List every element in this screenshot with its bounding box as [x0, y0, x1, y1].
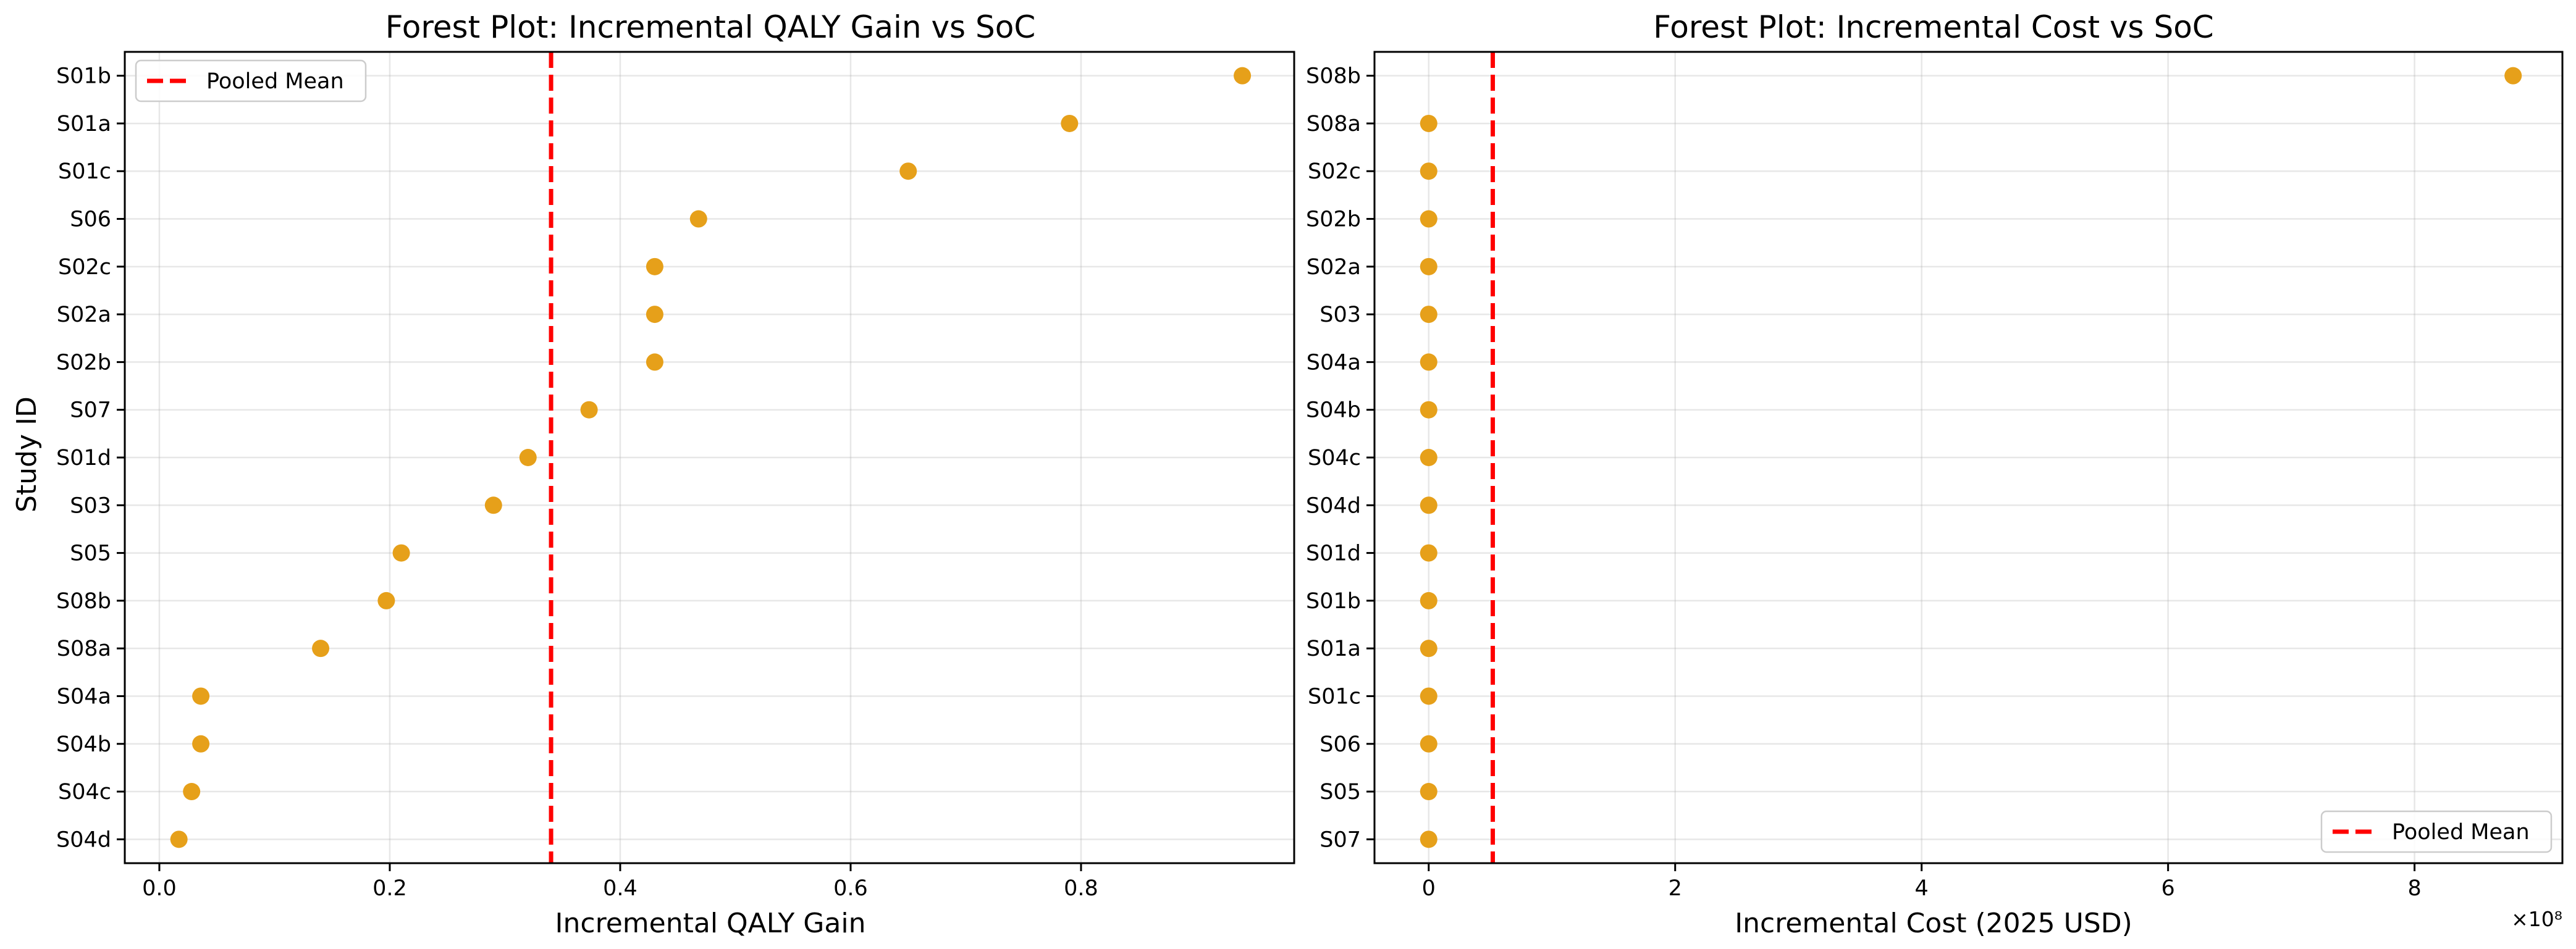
cost-y-tick-label: S04b — [1306, 398, 1361, 423]
qaly-legend-label: Pooled Mean — [206, 69, 344, 94]
cost-y-tick-label: S01d — [1306, 541, 1361, 566]
cost-x-tick-label: 0 — [1422, 876, 1436, 901]
qaly-y-tick-label: S08a — [57, 637, 111, 661]
cost-data-point — [1420, 640, 1437, 658]
cost-data-point — [1420, 592, 1437, 609]
qaly-y-tick-label: S02b — [56, 350, 111, 375]
cost-forest-panel: Forest Plot: Incremental Cost vs SoC Inc… — [1306, 9, 2564, 939]
cost-axes-frame — [1373, 51, 2564, 864]
qaly-data-point — [484, 496, 502, 514]
qaly-data-point — [377, 592, 395, 609]
qaly-y-tick-label: S06 — [70, 207, 111, 232]
cost-x-tick-label: 4 — [1915, 876, 1929, 901]
cost-x-axis-label: Incremental Cost (2025 USD) — [1735, 908, 2132, 939]
cost-data-point — [1420, 449, 1437, 466]
cost-y-tick-label: S08b — [1306, 64, 1361, 89]
cost-offset-text: ×10⁸ — [2511, 907, 2562, 931]
qaly-axes-frame — [124, 51, 1295, 864]
qaly-data-point — [646, 257, 663, 275]
cost-legend: Pooled Mean — [2320, 810, 2553, 853]
qaly-data-point — [899, 162, 917, 180]
qaly-data-point — [646, 306, 663, 324]
qaly-data-point — [192, 687, 210, 705]
qaly-data-point — [312, 640, 330, 658]
qaly-y-tick-label: S04b — [56, 732, 111, 757]
cost-y-tick-label: S02b — [1306, 207, 1361, 232]
qaly-y-tick-label: S01c — [58, 159, 111, 184]
cost-data-point — [1420, 162, 1437, 180]
cost-y-tick-label: S04c — [1308, 446, 1361, 470]
qaly-grid — [125, 52, 1294, 863]
cost-data-point — [1420, 830, 1437, 848]
cost-data-point — [1420, 306, 1437, 324]
cost-data-point — [2504, 67, 2522, 85]
qaly-x-axis-label: Incremental QALY Gain — [555, 908, 866, 939]
qaly-x-tick-label: 0.0 — [142, 876, 177, 901]
cost-data-point — [1420, 544, 1437, 562]
cost-data-point — [1420, 496, 1437, 514]
cost-data-point — [1420, 353, 1437, 371]
qaly-y-axis-label: Study ID — [11, 396, 43, 512]
qaly-y-tick-label: S07 — [70, 398, 111, 423]
qaly-y-tick-label: S04d — [56, 827, 111, 852]
qaly-legend: Pooled Mean — [135, 59, 367, 102]
cost-data-point — [1420, 257, 1437, 275]
qaly-y-tick-label: S02c — [58, 255, 111, 280]
cost-y-tick-label: S04d — [1306, 493, 1361, 518]
qaly-data-point — [392, 544, 410, 562]
cost-legend-label: Pooled Mean — [2392, 820, 2530, 845]
qaly-data-point — [1061, 114, 1079, 132]
qaly-data-point — [646, 353, 663, 371]
cost-data-point — [1420, 783, 1437, 801]
qaly-data-point — [1234, 67, 1252, 85]
cost-y-tick-label: S02c — [1308, 159, 1361, 184]
cost-x-tick-label: 6 — [2161, 876, 2175, 901]
cost-y-tick-label: S06 — [1320, 732, 1361, 757]
qaly-data-points — [170, 67, 1252, 848]
cost-y-tick-label: S07 — [1320, 827, 1361, 852]
qaly-data-point — [519, 449, 537, 466]
qaly-data-point — [580, 401, 598, 419]
cost-y-tick-label: S01c — [1308, 684, 1361, 709]
cost-y-tick-label: S03 — [1320, 303, 1361, 327]
cost-y-tick-label: S01a — [1307, 637, 1361, 661]
cost-data-point — [1420, 401, 1437, 419]
cost-data-point — [1420, 210, 1437, 228]
cost-y-tick-label: S02a — [1307, 255, 1361, 280]
qaly-data-point — [689, 210, 707, 228]
qaly-x-tick-label: 0.8 — [1064, 876, 1098, 901]
cost-data-point — [1420, 687, 1437, 705]
qaly-chart-title: Forest Plot: Incremental QALY Gain vs So… — [385, 9, 1036, 45]
qaly-legend-box — [135, 59, 367, 102]
qaly-x-tick-label: 0.4 — [603, 876, 638, 901]
cost-y-tick-label: S05 — [1320, 780, 1361, 805]
qaly-y-tick-label: S04c — [58, 780, 111, 805]
qaly-y-tick-label: S08b — [56, 589, 111, 614]
qaly-y-tick-label: S01a — [57, 112, 111, 136]
qaly-y-tick-label: S01b — [56, 64, 111, 89]
cost-y-tick-label: S04a — [1307, 350, 1361, 375]
qaly-x-tick-label: 0.6 — [833, 876, 868, 901]
cost-data-points — [1420, 67, 2522, 848]
qaly-y-tick-label: S01d — [56, 446, 111, 470]
qaly-y-tick-label: S04a — [57, 684, 111, 709]
cost-y-tick-label: S01b — [1306, 589, 1361, 614]
qaly-data-point — [170, 830, 188, 848]
cost-data-point — [1420, 114, 1437, 132]
qaly-data-point — [183, 783, 201, 801]
cost-x-tick-label: 8 — [2407, 876, 2421, 901]
cost-legend-box — [2320, 810, 2553, 853]
cost-x-tick-label: 2 — [1669, 876, 1682, 901]
cost-chart-title: Forest Plot: Incremental Cost vs SoC — [1653, 9, 2213, 45]
qaly-x-tick-label: 0.2 — [373, 876, 407, 901]
cost-y-tick-label: S08a — [1307, 112, 1361, 136]
qaly-y-tick-label: S02a — [57, 303, 111, 327]
cost-data-point — [1420, 735, 1437, 753]
qaly-y-tick-label: S03 — [70, 493, 111, 518]
qaly-forest-panel: Forest Plot: Incremental QALY Gain vs So… — [11, 9, 1295, 939]
qaly-y-tick-label: S05 — [70, 541, 111, 566]
qaly-data-point — [192, 735, 210, 753]
